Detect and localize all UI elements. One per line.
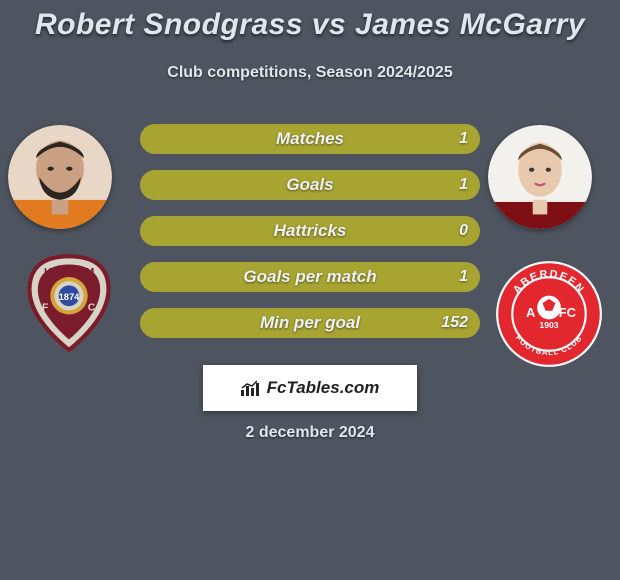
svg-text:1874: 1874 [59, 292, 81, 302]
source-badge: FcTables.com [203, 365, 417, 411]
svg-text:M: M [86, 267, 95, 278]
svg-text:A: A [526, 305, 536, 320]
svg-text:FC: FC [559, 305, 576, 320]
chart-icon [241, 380, 261, 396]
stat-value-right: 152 [441, 308, 468, 338]
date-text: 2 december 2024 [0, 424, 620, 442]
stat-row: Goals per match1 [140, 262, 480, 292]
stat-value-right: 1 [459, 124, 468, 154]
stat-value-right: 1 [459, 170, 468, 200]
stat-label: Goals [140, 170, 480, 200]
page-title: Robert Snodgrass vs James McGarry [0, 8, 620, 42]
stat-row: Matches1 [140, 124, 480, 154]
svg-text:H: H [44, 267, 52, 278]
stats-bars: Matches1Goals1Hattricks0Goals per match1… [140, 124, 480, 354]
stat-label: Goals per match [140, 262, 480, 292]
subtitle: Club competitions, Season 2024/2025 [0, 64, 620, 82]
stat-label: Hattricks [140, 216, 480, 246]
stat-value-right: 0 [459, 216, 468, 246]
comparison-card: Robert Snodgrass vs James McGarry Club c… [0, 0, 620, 580]
club-left-crest: 1874 H M F C [17, 250, 121, 354]
stat-row: Hattricks0 [140, 216, 480, 246]
stat-value-right: 1 [459, 262, 468, 292]
club-right-crest: ABERDEEN FOOTBALL CLUB 1903 A FC [495, 260, 603, 368]
stat-label: Min per goal [140, 308, 480, 338]
stat-row: Min per goal152 [140, 308, 480, 338]
player-left-avatar [8, 125, 112, 229]
stat-row: Goals1 [140, 170, 480, 200]
stat-label: Matches [140, 124, 480, 154]
svg-text:C: C [88, 302, 96, 313]
svg-text:1903: 1903 [539, 320, 558, 330]
player-right-avatar [488, 125, 592, 229]
source-badge-text: FcTables.com [267, 378, 380, 398]
svg-text:F: F [42, 302, 48, 313]
